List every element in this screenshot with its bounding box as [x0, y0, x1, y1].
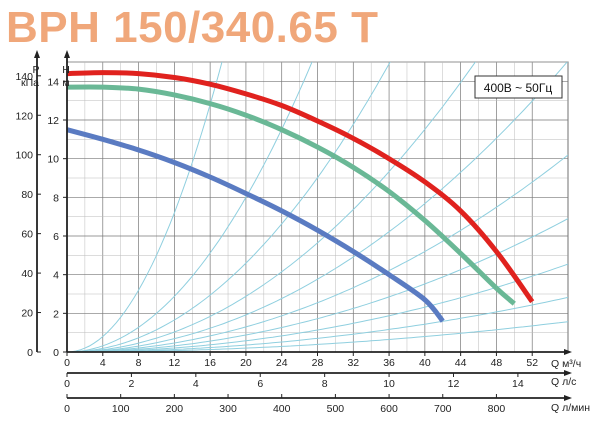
x-m3h-tick-label: 28 [312, 357, 324, 369]
x-ls-tick-label: 12 [448, 378, 460, 390]
series-line [66, 70, 535, 304]
system-curve [67, 62, 476, 352]
system-curve [67, 62, 313, 352]
x-ls-axis-arrow-icon [564, 370, 572, 376]
y-left-tick-label: 20 [21, 308, 33, 320]
x-m3h-tick-label: 48 [491, 357, 503, 369]
x-axis-m3h-label: Q м³/ч [551, 358, 581, 370]
x-ls-tick-label: 14 [512, 378, 524, 390]
y-right-tick-label: 10 [47, 154, 59, 166]
x-ls-tick-label: 0 [64, 378, 70, 390]
series-line [66, 84, 516, 306]
legend-text: 400В ~ 50Гц [484, 81, 553, 95]
x-axis-ls-label: Q л/с [551, 376, 576, 388]
y-left-axis-label-unit: кПа [21, 77, 39, 89]
legend-box: 400В ~ 50Гц [474, 75, 563, 99]
x-lmin-tick-label: 800 [488, 403, 506, 415]
y-right-tick-label: 2 [53, 308, 59, 320]
x-m3h-tick-label: 8 [136, 357, 142, 369]
x-lmin-axis-arrow-icon [564, 395, 572, 401]
x-lmin-tick-label: 500 [327, 403, 345, 415]
system-curve [67, 154, 568, 352]
x-lmin-tick-label: 100 [112, 403, 130, 415]
x-m3h-tick-label: 16 [204, 357, 216, 369]
x-lmin-tick-label: 0 [64, 403, 70, 415]
x-lmin-tick-label: 300 [219, 403, 237, 415]
x-ls-tick-label: 10 [383, 378, 395, 390]
x-m3h-tick-label: 44 [455, 357, 467, 369]
x-m3h-tick-label: 36 [383, 357, 395, 369]
performance-curves [66, 70, 535, 323]
y-left-tick-label: 80 [21, 189, 33, 201]
y-right-tick-label: 14 [47, 76, 59, 88]
x-m3h-tick-label: 32 [347, 357, 359, 369]
y-right-axis-arrow-icon [64, 50, 70, 58]
y-left-tick-label: 0 [27, 347, 33, 359]
system-curve [67, 263, 568, 352]
x-ls-tick-label: 2 [128, 378, 134, 390]
y-left-tick-label: 140 [15, 71, 33, 83]
y-left-tick-label: 60 [21, 229, 33, 241]
x-lmin-tick-label: 400 [273, 403, 291, 415]
x-m3h-tick-label: 52 [526, 357, 538, 369]
y-right-tick-label: 0 [53, 347, 59, 359]
y-left-tick-label: 100 [15, 150, 33, 162]
system-curve [67, 218, 568, 352]
y-right-axis-label-symbol: H [62, 64, 70, 76]
y-left-axis-arrow-icon [34, 50, 40, 58]
x-ls-tick-label: 4 [193, 378, 199, 390]
y-left-tick-label: 120 [15, 110, 33, 122]
y-right-tick-label: 4 [53, 270, 59, 282]
x-m3h-tick-label: 0 [64, 357, 70, 369]
chart-title: BPH 150/340.65 T [6, 3, 378, 52]
x-axis-arrow-icon [564, 349, 572, 355]
y-left-tick-label: 40 [21, 268, 33, 280]
system-curve [67, 296, 568, 352]
x-m3h-tick-label: 4 [100, 357, 106, 369]
y-left-axis-label-symbol: P [32, 64, 39, 76]
x-lmin-tick-label: 600 [380, 403, 398, 415]
x-ls-tick-label: 8 [322, 378, 328, 390]
y-right-tick-label: 8 [53, 192, 59, 204]
x-m3h-tick-label: 12 [169, 357, 181, 369]
grid [66, 61, 569, 353]
x-lmin-tick-label: 700 [434, 403, 452, 415]
system-curve [67, 62, 568, 352]
x-lmin-tick-label: 200 [166, 403, 184, 415]
x-ls-tick-label: 6 [257, 378, 263, 390]
x-m3h-tick-label: 24 [276, 357, 288, 369]
x-axis-lmin-label: Q л/мин [551, 402, 590, 414]
system-curve [67, 62, 223, 352]
y-right-tick-label: 12 [47, 115, 59, 127]
y-right-axis-label-unit: м [62, 77, 69, 89]
x-m3h-tick-label: 20 [240, 357, 252, 369]
series-line [66, 127, 445, 323]
x-m3h-tick-label: 40 [419, 357, 431, 369]
y-right-tick-label: 6 [53, 231, 59, 243]
